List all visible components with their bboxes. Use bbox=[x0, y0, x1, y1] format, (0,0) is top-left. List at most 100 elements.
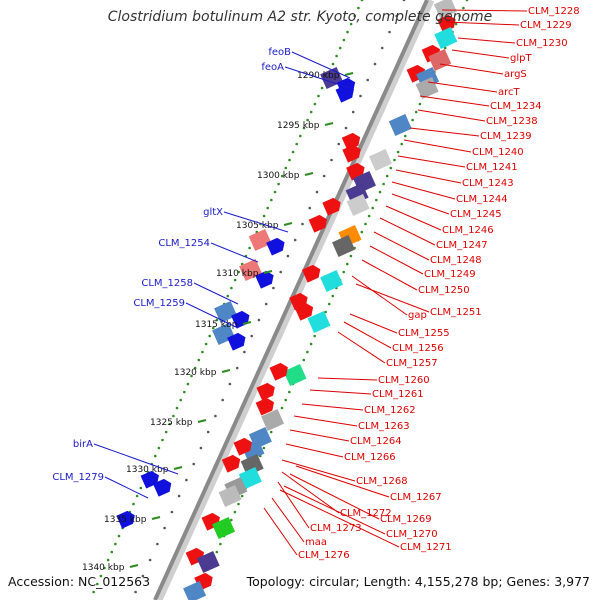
tick-dot bbox=[371, 206, 375, 210]
tick-dot bbox=[324, 310, 327, 314]
tick-dot bbox=[402, 0, 406, 2]
tick-dot bbox=[302, 358, 306, 362]
tick-dot bbox=[163, 526, 166, 530]
tick-dot bbox=[342, 38, 346, 42]
tick-dot bbox=[302, 126, 306, 130]
right-leader-line bbox=[337, 331, 386, 364]
tick-dot bbox=[235, 366, 239, 370]
tick-dot bbox=[346, 262, 349, 266]
tick-dot bbox=[183, 390, 186, 394]
gene-box bbox=[183, 581, 207, 600]
tick-dot bbox=[154, 454, 157, 458]
left-leader-line bbox=[185, 302, 239, 329]
tick-dot bbox=[114, 542, 117, 546]
tick-dot bbox=[237, 270, 240, 274]
tick-dot bbox=[337, 142, 341, 146]
tick-dot bbox=[141, 574, 145, 578]
left-leader-line bbox=[291, 51, 351, 79]
right-leader-line bbox=[397, 155, 466, 168]
tick-dot bbox=[385, 174, 389, 178]
tick-dot bbox=[360, 230, 364, 234]
tick-dot bbox=[272, 286, 275, 290]
scale-label: 1315 kbp bbox=[195, 320, 238, 330]
scale-label: 1290 kbp bbox=[297, 71, 340, 81]
gene-box bbox=[238, 467, 262, 489]
scale-tick bbox=[151, 516, 161, 520]
left-leader-line bbox=[284, 66, 351, 89]
tick-track bbox=[92, 0, 469, 594]
tick-dot bbox=[393, 158, 396, 162]
tick-dot bbox=[313, 334, 317, 338]
tick-dot bbox=[266, 206, 270, 210]
tick-dot bbox=[443, 46, 447, 50]
tick-dot bbox=[186, 382, 190, 386]
gene-arrow bbox=[152, 478, 172, 497]
tick-dot bbox=[378, 190, 382, 194]
tick-dot bbox=[346, 30, 349, 34]
scale-label: 1340 kbp bbox=[82, 563, 125, 573]
right-gene-label: CLM_1266 bbox=[344, 452, 396, 463]
right-gene-label: CLM_1255 bbox=[398, 328, 450, 339]
tick-dot bbox=[366, 78, 370, 82]
tick-dot bbox=[157, 446, 161, 450]
gene-arrow bbox=[341, 132, 361, 151]
tick-dot bbox=[215, 550, 219, 554]
left-leader-line bbox=[193, 282, 239, 305]
tick-dot bbox=[219, 542, 222, 546]
right-gene-label: CLM_1248 bbox=[430, 255, 482, 266]
tick-dot bbox=[277, 182, 280, 186]
right-leader-line bbox=[271, 497, 305, 543]
right-gene-label: CLM_1261 bbox=[372, 389, 424, 400]
right-leader-line bbox=[369, 245, 424, 275]
tick-dot bbox=[273, 190, 277, 194]
right-gene-label: CLM_1256 bbox=[392, 343, 444, 354]
left-leader-line bbox=[93, 443, 179, 475]
gene-box bbox=[212, 517, 236, 539]
right-leader-line bbox=[361, 259, 418, 291]
tick-dot bbox=[375, 198, 378, 202]
tick-dot bbox=[148, 558, 152, 562]
tick-dot bbox=[257, 318, 261, 322]
left-gene-label: CLM_1258 bbox=[141, 278, 193, 289]
accession-label: Accession: NC_012563 bbox=[8, 574, 151, 589]
right-leader-line bbox=[351, 275, 408, 316]
gene-box bbox=[214, 301, 238, 323]
scale-tick bbox=[129, 564, 139, 568]
tick-dot bbox=[404, 134, 407, 138]
tick-dot bbox=[320, 86, 324, 90]
tick-dot bbox=[284, 398, 288, 402]
tick-dot bbox=[382, 182, 385, 186]
right-leader-line bbox=[385, 205, 442, 231]
tick-dot bbox=[400, 142, 404, 146]
tick-dot bbox=[418, 102, 422, 106]
scale-label: 1320 kbp bbox=[174, 368, 217, 378]
tick-dot bbox=[367, 214, 371, 218]
tick-dot bbox=[299, 134, 302, 138]
tick-dot bbox=[110, 550, 114, 554]
gene-box bbox=[218, 485, 242, 507]
left-gene-label: CLM_1254 bbox=[158, 238, 210, 249]
right-gene-label: maa bbox=[305, 537, 327, 548]
tick-dot bbox=[331, 294, 335, 298]
tick-dot bbox=[250, 334, 253, 338]
left-leader-line bbox=[104, 476, 149, 499]
tick-dot bbox=[201, 350, 204, 354]
scale-label: 1335 kbp bbox=[104, 515, 147, 525]
tick-dot bbox=[301, 222, 304, 226]
tick-dot bbox=[96, 582, 99, 586]
right-leader-line bbox=[281, 471, 340, 514]
scale-label: 1310 kbp bbox=[216, 269, 259, 279]
tick-dot bbox=[240, 494, 244, 498]
scale-label: 1295 kbp bbox=[277, 121, 320, 131]
right-gene-label: CLM_1272 bbox=[340, 508, 392, 519]
tick-dot bbox=[168, 422, 172, 426]
tick-dot bbox=[338, 46, 342, 50]
right-gene-labels: CLM_1228 CLM_1229 CLM_1230 glpT argS arcT CLM_… bbox=[263, 6, 580, 561]
right-leader-line bbox=[285, 443, 344, 458]
tick-dot bbox=[313, 102, 317, 106]
tick-dot bbox=[280, 406, 284, 410]
gene-box bbox=[433, 0, 457, 19]
tick-dot bbox=[230, 518, 233, 522]
right-leader-line bbox=[427, 81, 498, 93]
tick-dot bbox=[192, 462, 195, 466]
